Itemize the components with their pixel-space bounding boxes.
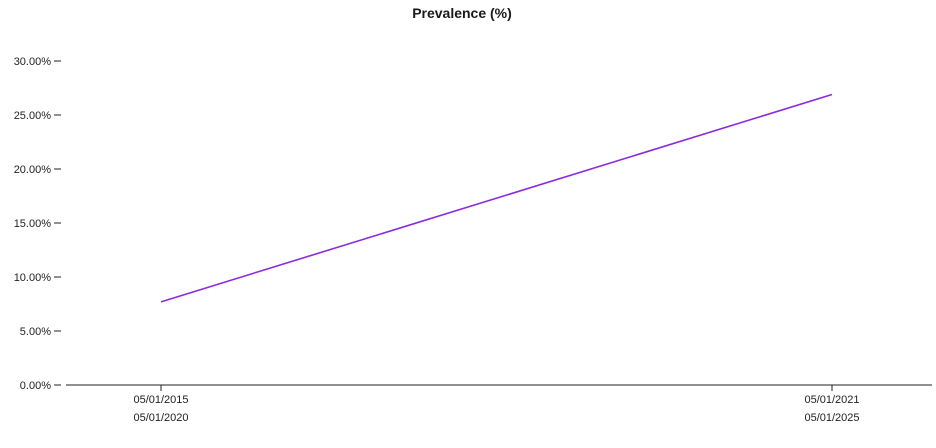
y-tick-label: 15.00%: [14, 218, 52, 230]
x-tick-label: 05/01/2021: [804, 394, 859, 406]
y-tick-label: 30.00%: [14, 56, 52, 68]
y-axis: 0.00% 5.00% 10.00% 15.00% 20.00% 25.00% 30.00%: [14, 56, 61, 392]
plot-series: [160, 93, 833, 303]
x-tick-label-secondary: 05/01/2025: [804, 412, 859, 424]
chart-title: Prevalence (%): [412, 5, 512, 21]
x-tick-label-secondary: 05/01/2020: [133, 412, 188, 424]
series-line: [160, 93, 833, 303]
x-axis: 05/01/2015 05/01/2020 05/01/2021 05/01/2025: [66, 384, 932, 424]
y-tick-label: 5.00%: [20, 326, 51, 338]
y-tick-label: 0.00%: [20, 380, 51, 392]
y-tick-label: 25.00%: [14, 110, 52, 122]
y-tick-label: 10.00%: [14, 272, 52, 284]
y-tick-label: 20.00%: [14, 164, 52, 176]
x-tick-label: 05/01/2015: [133, 394, 188, 406]
